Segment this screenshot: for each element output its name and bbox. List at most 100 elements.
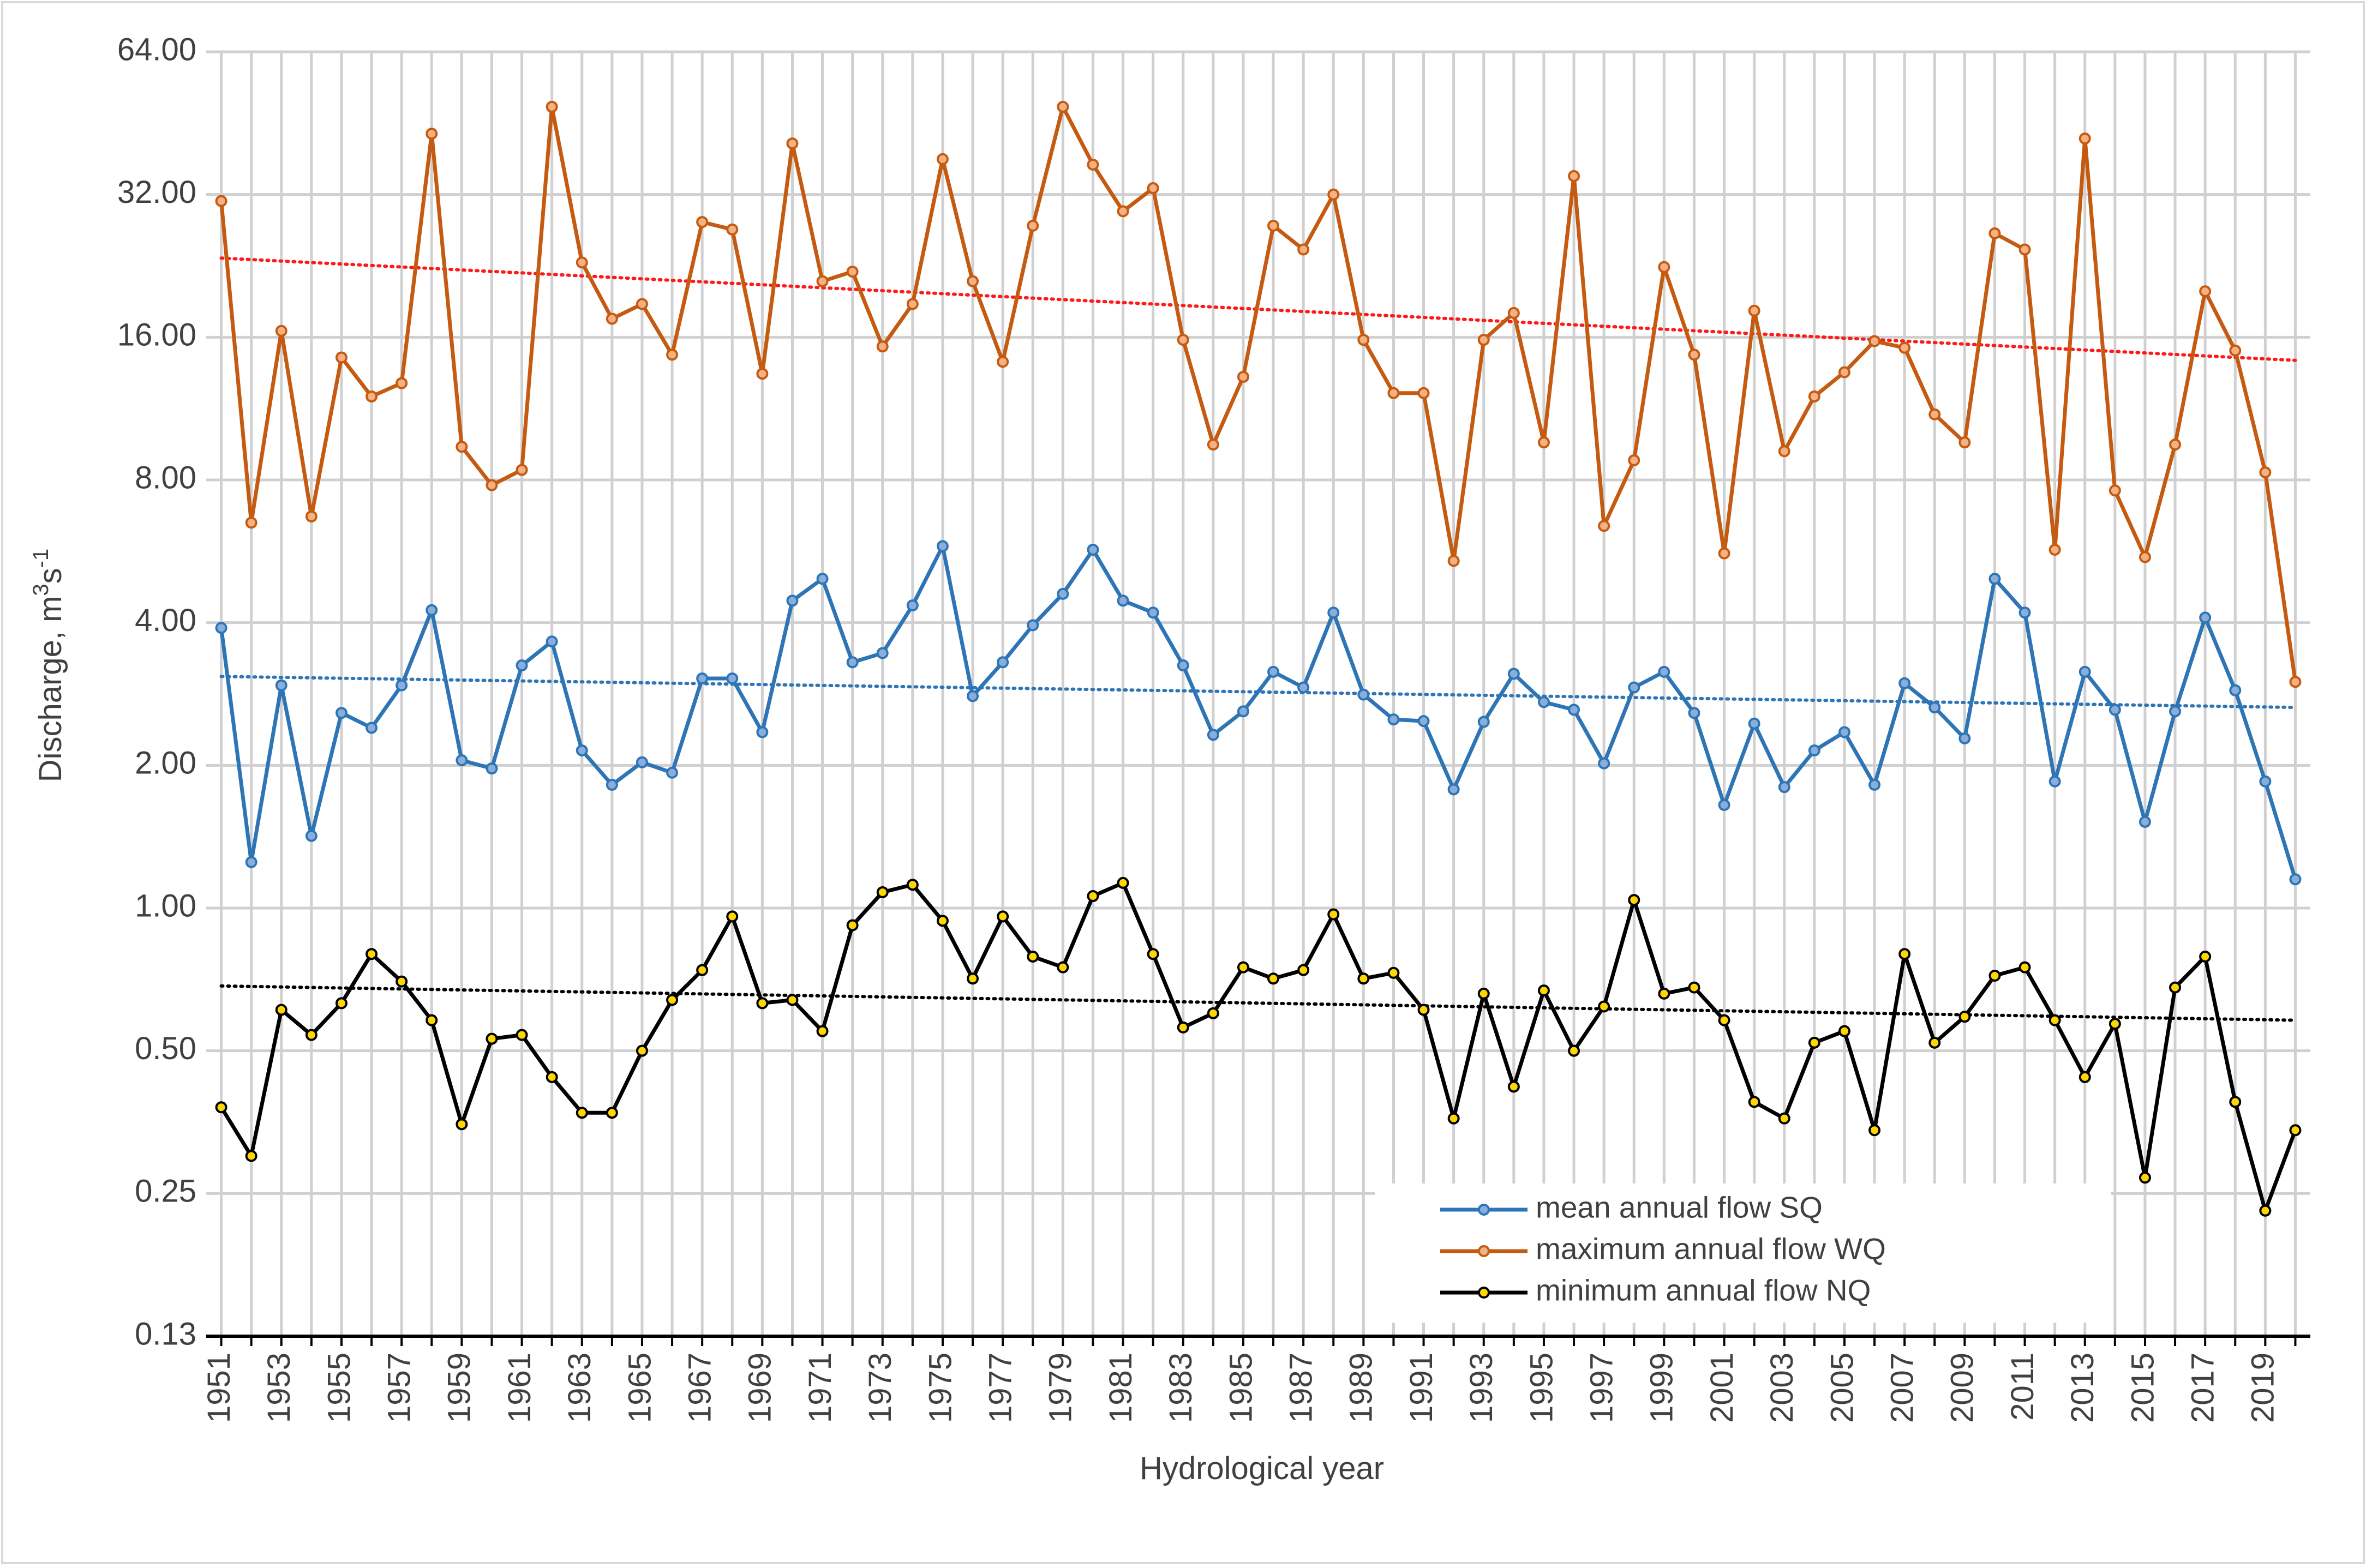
data-point — [876, 886, 889, 898]
data-point — [846, 266, 859, 278]
data-point — [1207, 1007, 1219, 1019]
x-tick-label: 1953 — [261, 1353, 297, 1423]
data-point — [846, 919, 859, 932]
series-line — [219, 881, 2297, 1213]
data-point — [1297, 681, 1310, 694]
data-point — [816, 1025, 829, 1037]
data-point — [1748, 717, 1760, 730]
data-point — [2109, 484, 2121, 497]
data-point — [1718, 798, 1730, 811]
data-point — [936, 540, 949, 552]
data-point — [1868, 335, 1881, 347]
x-tick-label: 1985 — [1223, 1353, 1259, 1423]
data-point — [1477, 987, 1490, 1000]
data-point — [1027, 950, 1039, 963]
data-point — [936, 915, 949, 927]
data-point — [1237, 961, 1249, 974]
data-point — [666, 349, 679, 361]
data-point — [756, 997, 769, 1010]
data-point — [426, 604, 438, 616]
data-point — [335, 707, 348, 719]
x-tick-label: 1991 — [1404, 1353, 1439, 1423]
data-point — [786, 994, 799, 1006]
data-point — [967, 275, 979, 287]
data-point — [906, 879, 919, 891]
data-point — [1808, 1036, 1820, 1049]
data-point — [215, 1101, 227, 1114]
data-point — [756, 726, 769, 738]
data-point — [396, 975, 408, 988]
data-point — [1327, 606, 1340, 619]
data-point — [396, 377, 408, 389]
data-point — [2018, 961, 2031, 974]
data-point — [1537, 984, 1550, 997]
data-point — [726, 672, 739, 685]
y-tick-label: 2.00 — [135, 746, 196, 781]
x-tick-label: 2003 — [1764, 1353, 1800, 1423]
data-point — [1988, 970, 2001, 982]
data-point — [245, 856, 257, 868]
data-point — [2259, 775, 2272, 788]
x-tick-label: 1957 — [381, 1353, 417, 1423]
data-point — [1117, 205, 1129, 218]
data-point — [1988, 573, 2001, 585]
data-point — [1447, 1112, 1460, 1125]
data-point — [576, 256, 588, 269]
data-point — [1447, 783, 1460, 796]
data-point — [2139, 1172, 2151, 1184]
data-point — [967, 972, 979, 985]
y-tick-label: 0.50 — [135, 1031, 196, 1066]
data-point — [1928, 1036, 1941, 1049]
data-point — [1057, 587, 1069, 600]
data-point — [1718, 547, 1730, 560]
data-point — [426, 1014, 438, 1026]
data-point — [1898, 677, 1911, 689]
data-point — [906, 599, 919, 612]
x-tick-label: 2017 — [2185, 1353, 2220, 1423]
data-point — [1177, 659, 1189, 672]
data-point — [1357, 688, 1370, 701]
x-tick-label: 1993 — [1464, 1353, 1499, 1423]
data-point — [696, 216, 709, 229]
data-point — [2199, 950, 2212, 963]
x-tick-label: 2019 — [2245, 1353, 2281, 1423]
data-point — [1267, 219, 1280, 232]
data-point — [1297, 964, 1310, 976]
data-point — [967, 690, 979, 702]
data-point — [2199, 285, 2212, 298]
data-point — [816, 573, 829, 585]
data-point — [2289, 1124, 2302, 1137]
x-tick-label: 2011 — [2005, 1353, 2040, 1421]
data-point — [876, 340, 889, 353]
x-tick-label: 2009 — [1945, 1353, 1980, 1423]
data-point — [606, 778, 618, 791]
data-point — [1207, 438, 1219, 451]
x-tick-label: 1963 — [562, 1353, 597, 1423]
data-point — [366, 948, 378, 960]
data-point — [1628, 894, 1640, 906]
data-point — [1808, 390, 1820, 402]
data-point — [1147, 182, 1159, 195]
x-tick-label: 1973 — [862, 1353, 898, 1423]
data-point — [1177, 1021, 1189, 1034]
data-point — [245, 516, 257, 529]
data-point — [1568, 1044, 1580, 1057]
data-point — [275, 679, 287, 692]
data-point — [335, 997, 348, 1010]
data-point — [1958, 732, 1971, 744]
data-point — [1688, 707, 1700, 719]
data-point — [1868, 1124, 1881, 1137]
data-point — [1718, 1014, 1730, 1026]
x-tick-label: 1959 — [442, 1353, 477, 1423]
y-tick-label: 8.00 — [135, 460, 196, 495]
x-tick-label: 2007 — [1884, 1353, 1920, 1423]
data-point — [486, 762, 498, 775]
data-point — [1748, 304, 1760, 317]
data-point — [1988, 227, 2001, 239]
y-tick-label: 64.00 — [117, 32, 196, 67]
data-point — [1267, 665, 1280, 678]
x-axis-title: Hydrological year — [1140, 1451, 1384, 1486]
data-point — [2079, 665, 2091, 678]
